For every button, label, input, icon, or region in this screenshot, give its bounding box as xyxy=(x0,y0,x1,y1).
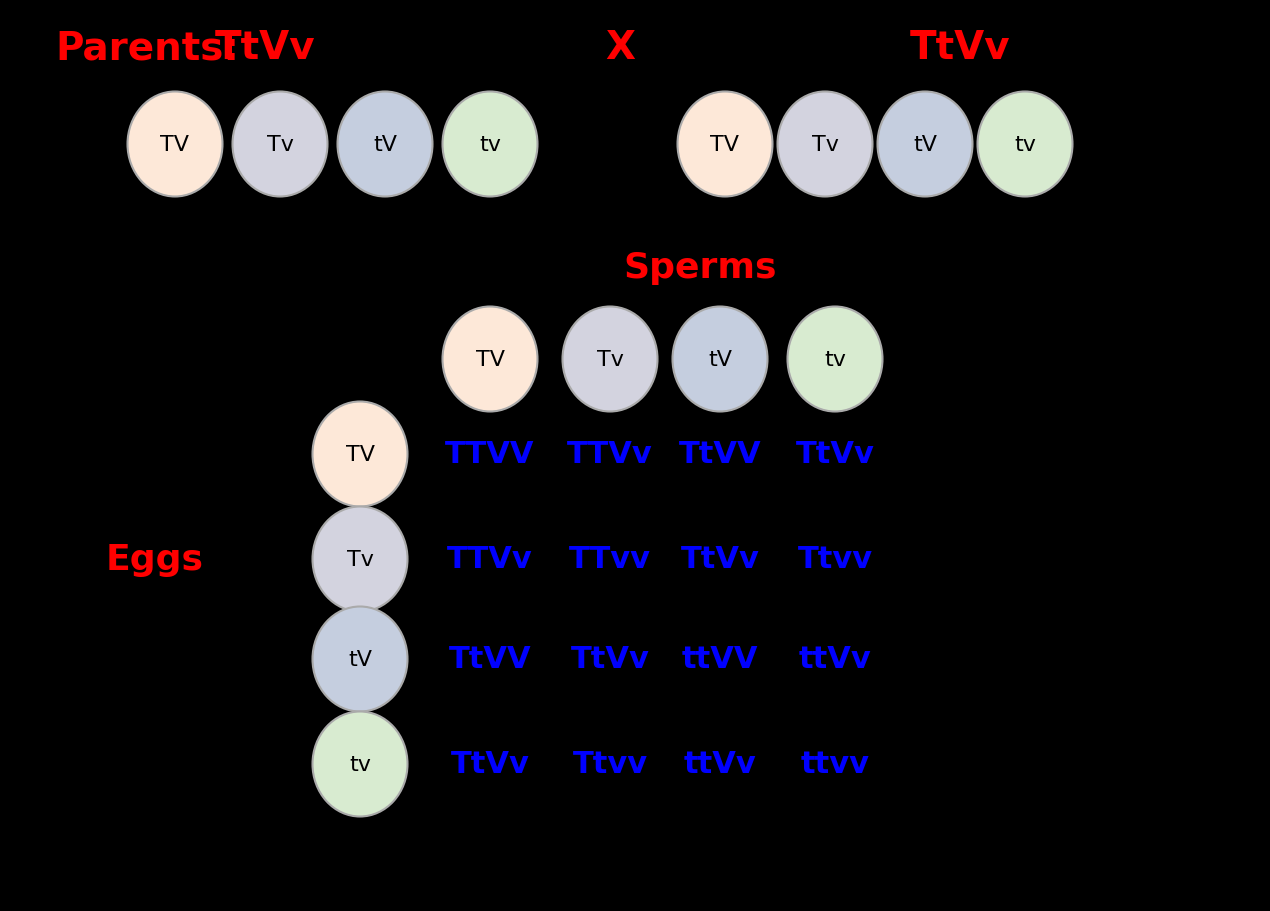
Ellipse shape xyxy=(677,92,772,198)
Text: ttvv: ttvv xyxy=(800,750,870,779)
Text: TTVV: TTVV xyxy=(446,440,535,469)
Text: Ttvv: Ttvv xyxy=(798,545,872,574)
Text: tv: tv xyxy=(349,754,371,774)
Text: TtVv: TtVv xyxy=(681,545,759,574)
Ellipse shape xyxy=(978,92,1072,198)
Ellipse shape xyxy=(787,307,883,412)
Text: tV: tV xyxy=(373,135,398,155)
Text: tv: tv xyxy=(1013,135,1036,155)
Text: tV: tV xyxy=(707,350,732,370)
Text: TtVv: TtVv xyxy=(909,29,1011,67)
Text: TTvv: TTvv xyxy=(569,545,652,574)
Text: ttVv: ttVv xyxy=(683,750,757,779)
Ellipse shape xyxy=(127,92,222,198)
Ellipse shape xyxy=(442,92,537,198)
Text: Eggs: Eggs xyxy=(105,542,204,577)
Text: TV: TV xyxy=(710,135,739,155)
Text: Tv: Tv xyxy=(597,350,624,370)
Ellipse shape xyxy=(338,92,433,198)
Ellipse shape xyxy=(312,711,408,816)
Text: tv: tv xyxy=(824,350,846,370)
Text: TV: TV xyxy=(160,135,189,155)
Text: Tv: Tv xyxy=(267,135,293,155)
Text: Tv: Tv xyxy=(812,135,838,155)
Text: TV: TV xyxy=(475,350,504,370)
Text: TV: TV xyxy=(345,445,375,465)
Text: ttVV: ttVV xyxy=(682,645,758,674)
Ellipse shape xyxy=(312,402,408,507)
Ellipse shape xyxy=(312,507,408,612)
Text: TTVv: TTVv xyxy=(568,440,653,469)
Text: TtVv: TtVv xyxy=(215,29,315,67)
Text: TtVV: TtVV xyxy=(678,440,761,469)
Text: ttVv: ttVv xyxy=(799,645,871,674)
Text: Ttvv: Ttvv xyxy=(573,750,648,779)
Text: tV: tV xyxy=(348,650,372,670)
Ellipse shape xyxy=(878,92,973,198)
Text: TtVv: TtVv xyxy=(451,750,530,779)
Text: X: X xyxy=(605,29,635,67)
Ellipse shape xyxy=(563,307,658,412)
Ellipse shape xyxy=(777,92,872,198)
Text: tV: tV xyxy=(913,135,937,155)
Text: TtVv: TtVv xyxy=(795,440,875,469)
Text: Tv: Tv xyxy=(347,549,373,569)
Text: TtVV: TtVV xyxy=(448,645,531,674)
Text: tv: tv xyxy=(479,135,500,155)
Ellipse shape xyxy=(442,307,537,412)
Ellipse shape xyxy=(312,607,408,711)
Ellipse shape xyxy=(232,92,328,198)
Text: TTVv: TTVv xyxy=(447,545,533,574)
Text: TtVv: TtVv xyxy=(570,645,649,674)
Ellipse shape xyxy=(673,307,767,412)
Text: Sperms: Sperms xyxy=(624,251,777,284)
Text: Parents:: Parents: xyxy=(55,29,239,67)
